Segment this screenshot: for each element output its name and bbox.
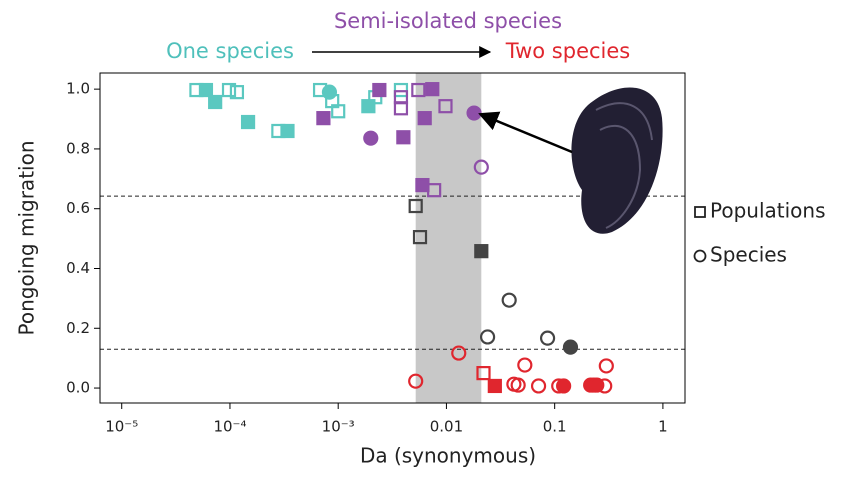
point [331, 104, 346, 119]
point [396, 130, 411, 145]
point [393, 82, 409, 98]
annotation: One species [166, 39, 294, 63]
point [517, 357, 533, 373]
point [427, 183, 442, 198]
point [221, 82, 237, 98]
y-axis-label: Pongoing migration [15, 141, 39, 336]
point [479, 329, 496, 345]
annotation: Two species [505, 39, 630, 63]
point [425, 82, 440, 97]
x-tick-label: 0.1 [543, 418, 567, 436]
legend-marker [694, 206, 706, 218]
point [562, 339, 579, 355]
point [412, 230, 428, 245]
point [589, 377, 605, 393]
point [361, 99, 376, 114]
point [408, 198, 423, 214]
point [438, 99, 453, 114]
point [411, 82, 426, 98]
legend-marker [693, 249, 707, 263]
chart-title: Semi-isolated species [334, 9, 562, 33]
y-tick-label: 0.6 [66, 199, 90, 217]
point [240, 114, 256, 130]
x-tick-label: 1 [658, 418, 668, 436]
y-tick-label: 0.0 [66, 379, 90, 397]
y-tick-label: 1.0 [66, 80, 90, 98]
y-tick-label: 0.4 [66, 259, 90, 277]
point [451, 345, 467, 361]
point [408, 373, 424, 389]
shell-image [571, 87, 663, 234]
point [476, 366, 491, 381]
point [415, 177, 430, 193]
point [198, 82, 214, 98]
point [393, 101, 409, 116]
point [530, 378, 547, 394]
point [208, 94, 223, 110]
x-tick-label: 10⁻³ [322, 418, 355, 436]
point [539, 330, 556, 346]
y-tick-label: 0.8 [66, 139, 90, 157]
point [598, 358, 614, 374]
point [280, 123, 295, 139]
point [321, 84, 338, 100]
point [316, 111, 331, 126]
legend-label: Populations [710, 199, 826, 223]
legend-label: Species [710, 243, 787, 267]
x-tick-label: 0.01 [430, 418, 463, 436]
y-tick-label: 0.2 [66, 319, 90, 337]
point [229, 85, 245, 100]
x-tick-label: 10⁻⁴ [213, 418, 246, 436]
plot-area [100, 73, 685, 403]
x-tick-label: 10⁻⁵ [105, 418, 138, 436]
point [474, 244, 489, 259]
point [501, 292, 517, 308]
point [363, 130, 379, 146]
plot-frame [99, 72, 686, 404]
shell-detail [595, 102, 653, 229]
point [487, 378, 502, 394]
pointer-arrow [478, 111, 573, 154]
point [372, 82, 387, 98]
point [556, 378, 572, 394]
x-axis-label: Da (synonymous) [360, 444, 536, 468]
point [466, 105, 482, 121]
point [417, 111, 432, 126]
point [473, 159, 489, 175]
point [510, 377, 526, 393]
